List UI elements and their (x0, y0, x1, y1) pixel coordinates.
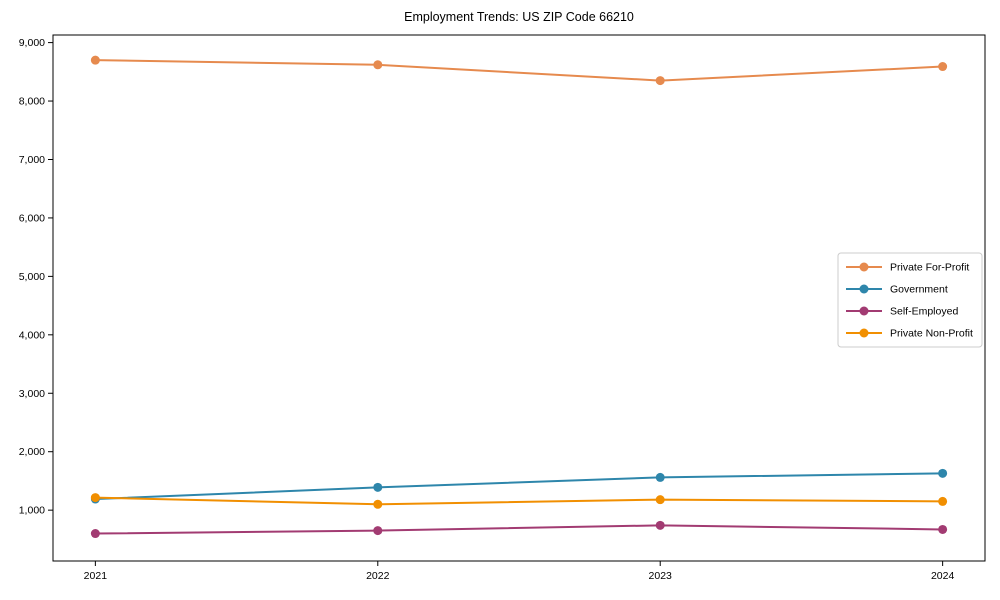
series-marker-private-for-profit (655, 76, 665, 86)
x-tick-label: 2024 (931, 570, 955, 582)
series-marker-government (938, 468, 948, 478)
series-line-private-non-profit (94, 496, 944, 506)
y-tick-label: 2,000 (19, 446, 45, 458)
legend-label-private-for-profit: Private For-Profit (890, 262, 969, 274)
x-tick-label: 2022 (366, 570, 390, 582)
y-tick-label: 6,000 (19, 212, 45, 224)
legend-marker-private-non-profit (859, 328, 869, 338)
series-marker-private-for-profit (938, 62, 948, 72)
legend-marker-private-for-profit (859, 262, 869, 272)
series-line-self-employed (94, 524, 944, 535)
y-tick-label: 4,000 (19, 329, 45, 341)
y-tick-label: 9,000 (19, 37, 45, 49)
legend-box (837, 252, 983, 348)
series-marker-self-employed (938, 524, 948, 534)
legend-label-private-non-profit: Private Non-Profit (890, 328, 973, 340)
series-line-private-for-profit (94, 59, 944, 82)
y-tick-label: 5,000 (19, 271, 45, 283)
series-marker-self-employed (90, 529, 100, 539)
y-tick-label: 1,000 (19, 505, 45, 517)
series-marker-private-non-profit (90, 493, 100, 503)
series-marker-private-for-profit (90, 55, 100, 65)
series-line-government (94, 472, 944, 501)
legend-label-government: Government (890, 284, 948, 296)
x-tick-label: 2023 (649, 570, 673, 582)
series-marker-self-employed (655, 520, 665, 530)
legend-marker-self-employed (859, 306, 869, 316)
x-tick-label: 2021 (84, 570, 108, 582)
legend-label-self-employed: Self-Employed (890, 306, 958, 318)
y-tick-label: 8,000 (19, 96, 45, 108)
series-marker-private-for-profit (373, 60, 383, 70)
y-tick-label: 7,000 (19, 154, 45, 166)
legend-marker-government (859, 284, 869, 294)
series-marker-private-non-profit (655, 495, 665, 505)
series-marker-government (373, 482, 383, 492)
series-marker-private-non-profit (373, 499, 383, 509)
plot-border (52, 34, 986, 562)
y-tick-label: 3,000 (19, 388, 45, 400)
chart-title: Employment Trends: US ZIP Code 66210 (404, 10, 634, 24)
series-marker-self-employed (373, 526, 383, 536)
series-marker-government (655, 472, 665, 482)
series-marker-private-non-profit (938, 496, 948, 506)
